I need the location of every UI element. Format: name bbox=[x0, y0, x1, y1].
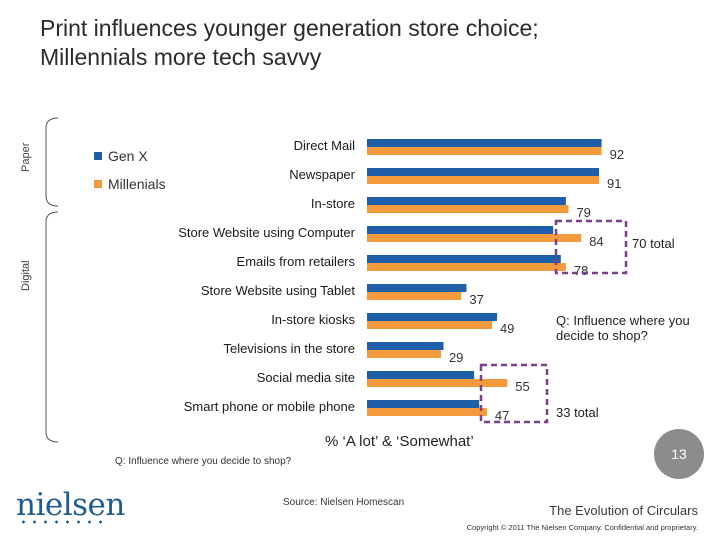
category-label: In-store kiosks bbox=[271, 312, 355, 327]
digital-bracket bbox=[45, 211, 59, 443]
source-note: Source: Nielsen Homescan bbox=[283, 497, 405, 508]
bar-millennials bbox=[367, 176, 600, 184]
bar-genx bbox=[367, 168, 600, 176]
highlight-box-social-mobile bbox=[479, 363, 549, 424]
bar-millennials bbox=[367, 408, 487, 416]
slide-title: Print influences younger generation stor… bbox=[40, 14, 700, 72]
bar-genx bbox=[367, 313, 498, 321]
highlight-box-computer-email bbox=[554, 219, 628, 275]
data-label: 29 bbox=[449, 350, 463, 365]
bar-millennials bbox=[367, 147, 602, 155]
data-label: 91 bbox=[607, 176, 621, 191]
logo-dots bbox=[18, 520, 104, 524]
category-label: Newspaper bbox=[289, 167, 355, 182]
bar-millennials bbox=[367, 321, 492, 329]
legend-swatch-genx bbox=[94, 152, 102, 160]
bar-millennials bbox=[367, 234, 582, 242]
category-label: Televisions in the store bbox=[223, 341, 355, 356]
paper-bracket bbox=[45, 117, 59, 207]
note-70-total: 70 total bbox=[632, 236, 675, 251]
legend-swatch-millennials bbox=[94, 180, 102, 188]
data-label: 49 bbox=[500, 321, 514, 336]
data-label: 84 bbox=[589, 234, 603, 249]
category-label: Direct Mail bbox=[294, 138, 356, 153]
bar-genx bbox=[367, 197, 566, 205]
note-33-total: 33 total bbox=[556, 405, 599, 420]
data-label: 92 bbox=[610, 147, 624, 162]
bar-millennials bbox=[367, 205, 569, 213]
question-right: Q: Influence where you decide to shop? bbox=[556, 313, 690, 343]
page-number-badge: 13 bbox=[654, 429, 704, 479]
data-label: 37 bbox=[469, 292, 483, 307]
x-axis-label: % ‘A lot’ & ‘Somewhat’ bbox=[325, 433, 474, 450]
question-bottom: Q: Influence where you decide to shop? bbox=[115, 456, 292, 467]
bar-genx bbox=[367, 342, 444, 350]
title-line-1: Print influences younger generation stor… bbox=[40, 15, 539, 41]
category-label: Emails from retailers bbox=[237, 254, 356, 269]
category-label: Store Website using Tablet bbox=[201, 283, 356, 298]
bar-millennials bbox=[367, 350, 441, 358]
title-line-2: Millennials more tech savvy bbox=[40, 44, 322, 70]
data-label: 47 bbox=[495, 408, 509, 423]
bar-genx bbox=[367, 226, 554, 234]
footer-title: The Evolution of Circulars bbox=[549, 503, 698, 518]
bar-genx bbox=[367, 400, 480, 408]
legend-label-genx: Gen X bbox=[108, 148, 148, 164]
bar-millennials bbox=[367, 263, 566, 271]
bar-millennials bbox=[367, 292, 462, 300]
category-label: In-store bbox=[311, 196, 355, 211]
category-label: Store Website using Computer bbox=[178, 225, 355, 240]
category-label: Smart phone or mobile phone bbox=[184, 399, 355, 414]
bar-genx bbox=[367, 139, 602, 147]
data-label: 55 bbox=[515, 379, 529, 394]
bar-millennials bbox=[367, 379, 508, 387]
data-label: 79 bbox=[576, 205, 590, 220]
bar-genx bbox=[367, 371, 475, 379]
nielsen-logo: nielsen bbox=[16, 487, 125, 523]
copyright-notice: Copyright © 2011 The Nielsen Company. Co… bbox=[466, 523, 698, 532]
data-label: 78 bbox=[574, 263, 588, 278]
category-label: Social media site bbox=[257, 370, 355, 385]
bar-genx bbox=[367, 284, 467, 292]
legend-label-millennials: Millenials bbox=[108, 176, 166, 192]
bar-genx bbox=[367, 255, 561, 263]
